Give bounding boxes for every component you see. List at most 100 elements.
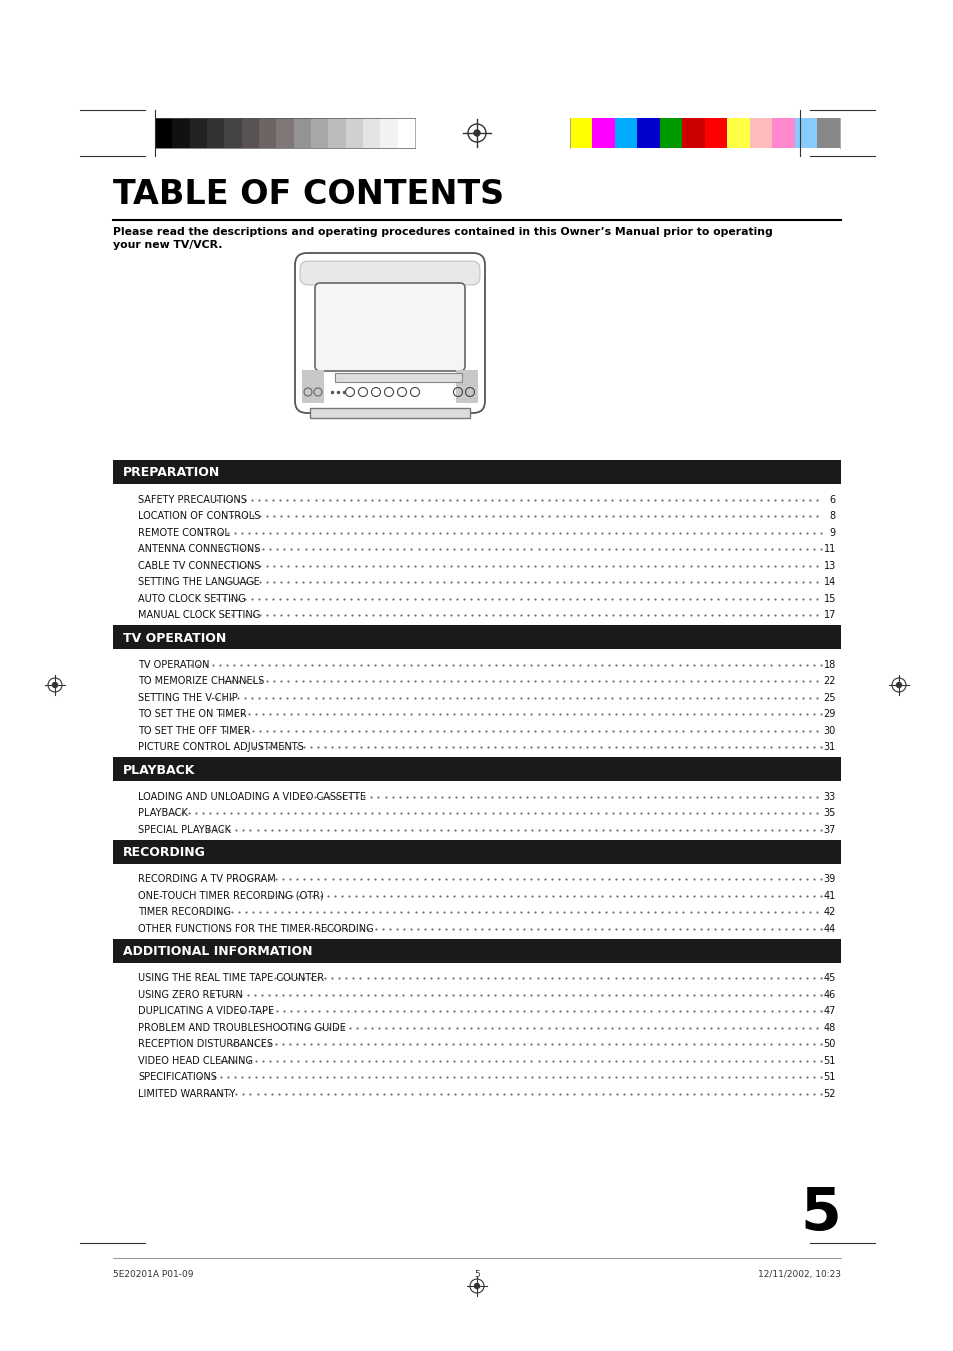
Text: RECEPTION DISTURBANCES: RECEPTION DISTURBANCES bbox=[138, 1039, 273, 1050]
Text: 14: 14 bbox=[822, 577, 835, 588]
Text: LOCATION OF CONTROLS: LOCATION OF CONTROLS bbox=[138, 511, 260, 521]
Bar bbox=[817, 118, 840, 149]
Text: SETTING THE LANGUAGE: SETTING THE LANGUAGE bbox=[138, 577, 259, 588]
Text: 46: 46 bbox=[822, 990, 835, 1000]
Text: LIMITED WARRANTY: LIMITED WARRANTY bbox=[138, 1089, 235, 1098]
Text: 11: 11 bbox=[822, 544, 835, 554]
Bar bbox=[294, 118, 311, 149]
Text: 5: 5 bbox=[800, 1185, 841, 1242]
Text: TV OPERATION: TV OPERATION bbox=[138, 659, 210, 670]
Text: DUPLICATING A VIDEO TAPE: DUPLICATING A VIDEO TAPE bbox=[138, 1006, 274, 1016]
Text: PLAYBACK: PLAYBACK bbox=[123, 763, 195, 777]
Bar bbox=[112, 757, 841, 781]
Text: CABLE TV CONNECTIONS: CABLE TV CONNECTIONS bbox=[138, 561, 260, 570]
Text: PICTURE CONTROL ADJUSTMENTS: PICTURE CONTROL ADJUSTMENTS bbox=[138, 742, 303, 753]
Text: 22: 22 bbox=[822, 677, 835, 686]
Text: 29: 29 bbox=[822, 709, 835, 719]
Bar bbox=[569, 118, 592, 149]
Text: 50: 50 bbox=[822, 1039, 835, 1050]
Text: SETTING THE V-CHIP: SETTING THE V-CHIP bbox=[138, 693, 237, 703]
Bar bbox=[328, 118, 345, 149]
Bar bbox=[749, 118, 772, 149]
Text: PROBLEM AND TROUBLESHOOTING GUIDE: PROBLEM AND TROUBLESHOOTING GUIDE bbox=[138, 1023, 346, 1032]
Text: 6: 6 bbox=[829, 494, 835, 505]
Bar bbox=[241, 118, 258, 149]
Text: RECORDING: RECORDING bbox=[123, 846, 206, 859]
Bar bbox=[190, 118, 207, 149]
Text: 15: 15 bbox=[822, 593, 835, 604]
Bar bbox=[659, 118, 681, 149]
Text: 41: 41 bbox=[822, 890, 835, 901]
Text: 52: 52 bbox=[822, 1089, 835, 1098]
Text: 42: 42 bbox=[822, 908, 835, 917]
Text: PLAYBACK: PLAYBACK bbox=[138, 808, 188, 819]
FancyBboxPatch shape bbox=[294, 253, 484, 413]
Bar bbox=[302, 370, 324, 403]
Bar bbox=[112, 939, 841, 962]
Text: 48: 48 bbox=[822, 1023, 835, 1032]
Text: 45: 45 bbox=[822, 973, 835, 984]
Text: TIMER RECORDING: TIMER RECORDING bbox=[138, 908, 231, 917]
Text: OTHER FUNCTIONS FOR THE TIMER RECORDING: OTHER FUNCTIONS FOR THE TIMER RECORDING bbox=[138, 924, 374, 934]
Bar bbox=[345, 118, 363, 149]
Bar bbox=[592, 118, 615, 149]
Text: REMOTE CONTROL: REMOTE CONTROL bbox=[138, 528, 230, 538]
Text: 30: 30 bbox=[822, 725, 835, 736]
Text: 5E20201A P01-09: 5E20201A P01-09 bbox=[112, 1270, 193, 1279]
Text: 47: 47 bbox=[822, 1006, 835, 1016]
Circle shape bbox=[474, 130, 479, 136]
Circle shape bbox=[52, 682, 57, 688]
Bar bbox=[727, 118, 749, 149]
Bar bbox=[311, 118, 328, 149]
Bar bbox=[794, 118, 817, 149]
Bar bbox=[172, 118, 190, 149]
Text: 25: 25 bbox=[822, 693, 835, 703]
Text: RECORDING A TV PROGRAM: RECORDING A TV PROGRAM bbox=[138, 874, 275, 884]
Text: MANUAL CLOCK SETTING: MANUAL CLOCK SETTING bbox=[138, 611, 260, 620]
Text: 8: 8 bbox=[829, 511, 835, 521]
Bar bbox=[112, 626, 841, 648]
Bar bbox=[154, 118, 172, 149]
Text: USING ZERO RETURN: USING ZERO RETURN bbox=[138, 990, 242, 1000]
Bar bbox=[276, 118, 294, 149]
Text: 31: 31 bbox=[822, 742, 835, 753]
Text: TO SET THE OFF TIMER: TO SET THE OFF TIMER bbox=[138, 725, 251, 736]
Bar bbox=[704, 118, 727, 149]
Text: 51: 51 bbox=[822, 1073, 835, 1082]
Text: 9: 9 bbox=[829, 528, 835, 538]
Text: SPECIFICATIONS: SPECIFICATIONS bbox=[138, 1073, 216, 1082]
Bar bbox=[772, 118, 794, 149]
Bar bbox=[456, 370, 477, 403]
Text: 33: 33 bbox=[822, 792, 835, 801]
Bar bbox=[258, 118, 276, 149]
Bar bbox=[397, 118, 415, 149]
Text: Please read the descriptions and operating procedures contained in this Owner’s : Please read the descriptions and operati… bbox=[112, 227, 772, 250]
Circle shape bbox=[896, 682, 901, 688]
Bar bbox=[112, 839, 841, 863]
Text: 39: 39 bbox=[822, 874, 835, 884]
Bar bbox=[615, 118, 637, 149]
Text: PREPARATION: PREPARATION bbox=[123, 466, 220, 480]
Bar bbox=[335, 373, 461, 382]
Text: ADDITIONAL INFORMATION: ADDITIONAL INFORMATION bbox=[123, 944, 313, 958]
Bar bbox=[380, 118, 397, 149]
Text: AUTO CLOCK SETTING: AUTO CLOCK SETTING bbox=[138, 593, 246, 604]
Bar bbox=[112, 459, 841, 484]
Text: VIDEO HEAD CLEANING: VIDEO HEAD CLEANING bbox=[138, 1055, 253, 1066]
Text: 5: 5 bbox=[474, 1270, 479, 1279]
Text: 51: 51 bbox=[822, 1055, 835, 1066]
Bar bbox=[681, 118, 704, 149]
Bar bbox=[310, 408, 470, 417]
Bar bbox=[207, 118, 224, 149]
Text: SPECIAL PLAYBACK: SPECIAL PLAYBACK bbox=[138, 824, 231, 835]
Text: SAFETY PRECAUTIONS: SAFETY PRECAUTIONS bbox=[138, 494, 247, 505]
Text: 37: 37 bbox=[822, 824, 835, 835]
Text: ONE-TOUCH TIMER RECORDING (OTR): ONE-TOUCH TIMER RECORDING (OTR) bbox=[138, 890, 323, 901]
Text: TABLE OF CONTENTS: TABLE OF CONTENTS bbox=[112, 178, 503, 211]
Text: LOADING AND UNLOADING A VIDEO CASSETTE: LOADING AND UNLOADING A VIDEO CASSETTE bbox=[138, 792, 366, 801]
Bar bbox=[363, 118, 380, 149]
FancyBboxPatch shape bbox=[299, 261, 479, 285]
Text: 35: 35 bbox=[822, 808, 835, 819]
Text: ANTENNA CONNECTIONS: ANTENNA CONNECTIONS bbox=[138, 544, 260, 554]
Text: USING THE REAL TIME TAPE COUNTER: USING THE REAL TIME TAPE COUNTER bbox=[138, 973, 324, 984]
